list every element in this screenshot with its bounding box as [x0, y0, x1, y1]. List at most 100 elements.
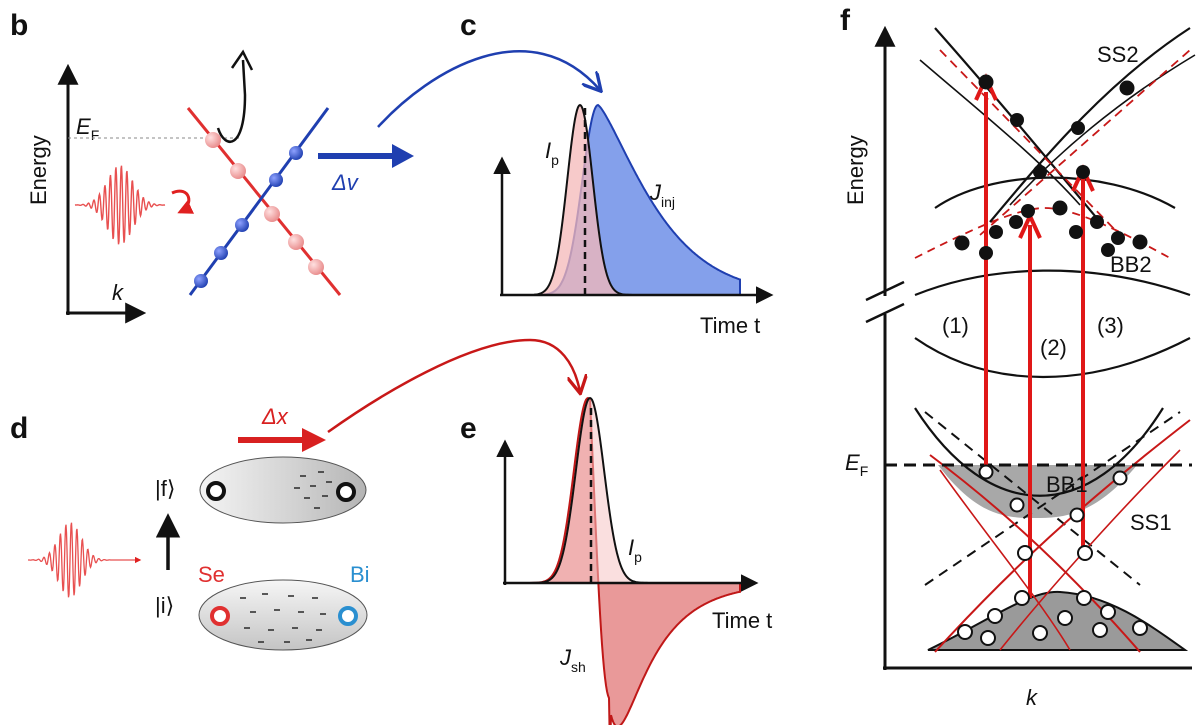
hole: [957, 624, 973, 640]
panel-d-final-site-left: [206, 481, 226, 501]
hole: [1017, 545, 1033, 561]
hole: [978, 464, 994, 480]
panel-e-time-label: Time t: [712, 608, 772, 633]
panel-f-bb2-upper: [934, 176, 1176, 209]
panel-f-fermi-label: EF: [845, 450, 868, 479]
panel-f-ss2-d: [1009, 54, 1196, 206]
panel-c-letter: c: [460, 9, 477, 42]
hole: [1132, 620, 1148, 636]
panel-c-time-label: Time t: [700, 313, 760, 338]
electron: [954, 235, 970, 251]
panel-f-ss1-label: SS1: [1130, 510, 1172, 535]
electron: [1033, 165, 1047, 179]
electron: [1132, 234, 1148, 250]
panel-d-to-e-arrow: [327, 338, 580, 434]
hole: [987, 608, 1003, 624]
electron: [1052, 200, 1068, 216]
panel-f-lower-valence-band: [927, 590, 1189, 651]
panel-f-ss1-red-b: [934, 419, 1191, 653]
electron: [1071, 121, 1085, 135]
panel-f-mid-band-lower: [914, 337, 1191, 379]
electron-blue: [235, 218, 249, 232]
panel-f-letter: f: [840, 4, 851, 37]
panel-f-bb1-fill: [938, 465, 1137, 519]
hole: [1069, 507, 1085, 523]
panel-f-ss1-red-c: [939, 469, 1071, 651]
panel-e-pulse-label: Ip: [628, 535, 642, 565]
hole: [1077, 545, 1093, 561]
hole: [1057, 610, 1073, 626]
hole: [1092, 622, 1108, 638]
panel-f-mid-band-upper: [914, 269, 1191, 297]
panel-f-energy-label: Energy: [843, 135, 868, 205]
panel-e-letter: e: [460, 412, 477, 445]
panel-d-displacement-label: Δx: [261, 404, 289, 429]
panel-b-spin-flip-arrow: [216, 59, 247, 143]
panel-f-axis-break-bottom: [865, 302, 905, 324]
panel-b: b Energy k EF Δv: [10, 9, 414, 324]
panel-d-light-pulse: [28, 522, 112, 598]
electron-red: [288, 234, 304, 250]
electron: [989, 225, 1003, 239]
panel-f-axis-break-top: [865, 280, 905, 302]
panel-c: c Ip Jinj Time t: [460, 9, 774, 338]
hole: [1009, 497, 1025, 513]
panel-b-light-pulse: [74, 165, 166, 245]
panel-f-ss2-dashed-a: [939, 49, 1121, 236]
electron: [1101, 243, 1115, 257]
hole: [1032, 625, 1048, 641]
panel-c-pulse-label: Ip: [545, 138, 559, 168]
electron: [1069, 225, 1083, 239]
panel-e-shift-current: [525, 396, 741, 725]
panel-e: e Ip Jsh Time t: [460, 396, 772, 725]
panel-f-ss1-dashed-a: [924, 411, 1141, 586]
hole: [1014, 590, 1030, 606]
electron-red: [264, 206, 280, 222]
panel-d: d |f⟩ |i⟩ Δx Se Bi: [10, 404, 370, 651]
panel-b-letter: b: [10, 9, 28, 42]
panel-f-bb1-band: [914, 407, 1164, 497]
panel-c-current-label: Jinj: [649, 180, 675, 210]
panel-b-fermi-label: EF: [76, 114, 99, 143]
panel-f-transitions: [974, 73, 1095, 598]
hole: [1100, 604, 1116, 620]
electron: [979, 246, 993, 260]
panel-d-final-state: |f⟩: [155, 476, 175, 501]
panel-f-k-label: k: [1026, 685, 1038, 710]
panel-b-velocity-arrowhead: [392, 144, 414, 168]
panel-d-bi-label: Bi: [350, 562, 370, 587]
panel-d-final-orbital: [199, 456, 367, 524]
panel-f-transition-1-label: (1): [942, 313, 969, 338]
panel-b-energy-label: Energy: [26, 135, 51, 205]
electron-blue: [269, 173, 283, 187]
electron: [1119, 80, 1135, 96]
panel-d-initial-charges: [240, 593, 326, 643]
electron-red: [230, 163, 246, 179]
electron: [1076, 165, 1090, 179]
panel-d-initial-state: |i⟩: [155, 593, 174, 618]
hole: [1112, 470, 1128, 486]
panel-b-red-electrons: [205, 132, 324, 275]
panel-d-final-site-right: [336, 482, 356, 502]
electron-blue: [289, 146, 303, 160]
panel-f-ss2-c: [919, 59, 1081, 206]
electron-red: [308, 259, 324, 275]
panel-f-bb2-label: BB2: [1110, 252, 1152, 277]
hole: [1076, 590, 1092, 606]
panel-b-blue-band: [188, 107, 330, 296]
electron: [1021, 204, 1035, 218]
panel-f: f: [840, 4, 1196, 710]
electron-blue: [194, 274, 208, 288]
panel-f-ss2-b: [989, 27, 1191, 223]
panel-f-transition-2-label: (2): [1040, 335, 1067, 360]
hole: [980, 630, 996, 646]
panel-e-current-label: Jsh: [559, 645, 586, 675]
panel-d-se-site: [210, 606, 230, 626]
electron: [1111, 231, 1125, 245]
panel-b-velocity-label: Δv: [331, 170, 360, 195]
panel-f-transition-3-label: (3): [1097, 313, 1124, 338]
electron: [1090, 215, 1104, 229]
electron: [1010, 113, 1024, 127]
panel-b-polarization-arrow: [171, 189, 195, 214]
